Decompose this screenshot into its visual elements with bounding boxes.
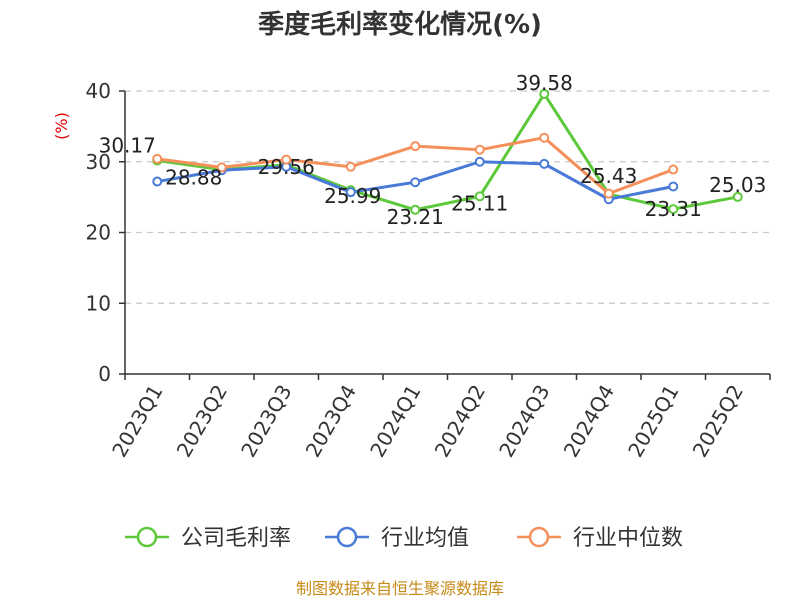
legend-label-2: 行业中位数	[573, 526, 683, 551]
x-tick-label: 2024Q4	[559, 381, 619, 462]
x-tick-label: 2023Q1	[107, 381, 167, 462]
x-tick-label: 2025Q1	[623, 381, 683, 462]
data-point	[345, 187, 356, 198]
data-point	[732, 191, 743, 202]
data-point	[410, 177, 421, 188]
y-tick-label: 0	[98, 362, 111, 386]
legend-marker-0	[136, 526, 158, 548]
data-point	[281, 154, 292, 165]
x-tick-label: 2024Q3	[494, 381, 554, 462]
data-point	[474, 144, 485, 155]
x-tick-label: 2023Q3	[236, 381, 296, 462]
data-label: 23.21	[387, 205, 444, 229]
data-label: 29.56	[258, 155, 315, 179]
data-point	[668, 164, 679, 175]
data-point	[152, 176, 163, 187]
data-point	[345, 161, 356, 172]
chart-title: 季度毛利率变化情况(%)	[258, 9, 542, 40]
data-label: 23.31	[645, 197, 702, 221]
x-tick-label: 2024Q2	[430, 381, 490, 462]
data-label: 30.17	[99, 134, 156, 158]
data-label: 25.99	[324, 184, 381, 208]
data-point	[539, 158, 550, 169]
data-label: 25.03	[709, 173, 766, 197]
legend-label-1: 行业均值	[381, 526, 469, 551]
y-tick-label: 10	[86, 291, 111, 315]
x-tick-label: 2025Q2	[688, 381, 748, 462]
data-point	[152, 153, 163, 164]
x-tick-label: 2024Q1	[365, 381, 425, 462]
data-point	[410, 141, 421, 152]
legend-label-0: 公司毛利率	[181, 526, 291, 551]
data-label: 25.11	[451, 191, 508, 215]
data-point	[474, 191, 485, 202]
legend-marker-2	[528, 526, 550, 548]
y-tick-label: 20	[86, 221, 111, 245]
data-label: 28.88	[165, 166, 222, 190]
data-point	[668, 204, 679, 215]
data-point	[539, 88, 550, 99]
data-point	[603, 188, 614, 199]
data-point	[410, 204, 421, 215]
data-label: 25.43	[580, 164, 637, 188]
y-tick-label: 30	[86, 150, 111, 174]
data-point	[474, 156, 485, 167]
grid-lines	[125, 90, 770, 304]
legend: 公司毛利率 行业均值 行业中位数	[125, 526, 683, 551]
data-point	[539, 132, 550, 143]
x-tick-label: 2023Q4	[301, 381, 361, 462]
y-axis-unit-label: (%)	[52, 112, 71, 140]
series-lines	[152, 88, 743, 215]
data-point	[216, 162, 227, 173]
data-source-note: 制图数据来自恒生聚源数据库	[296, 579, 504, 598]
data-point	[668, 181, 679, 192]
legend-marker-1	[336, 526, 358, 548]
data-label: 39.58	[516, 71, 573, 95]
x-tick-label: 2023Q2	[172, 381, 232, 462]
y-tick-label: 40	[86, 79, 111, 103]
